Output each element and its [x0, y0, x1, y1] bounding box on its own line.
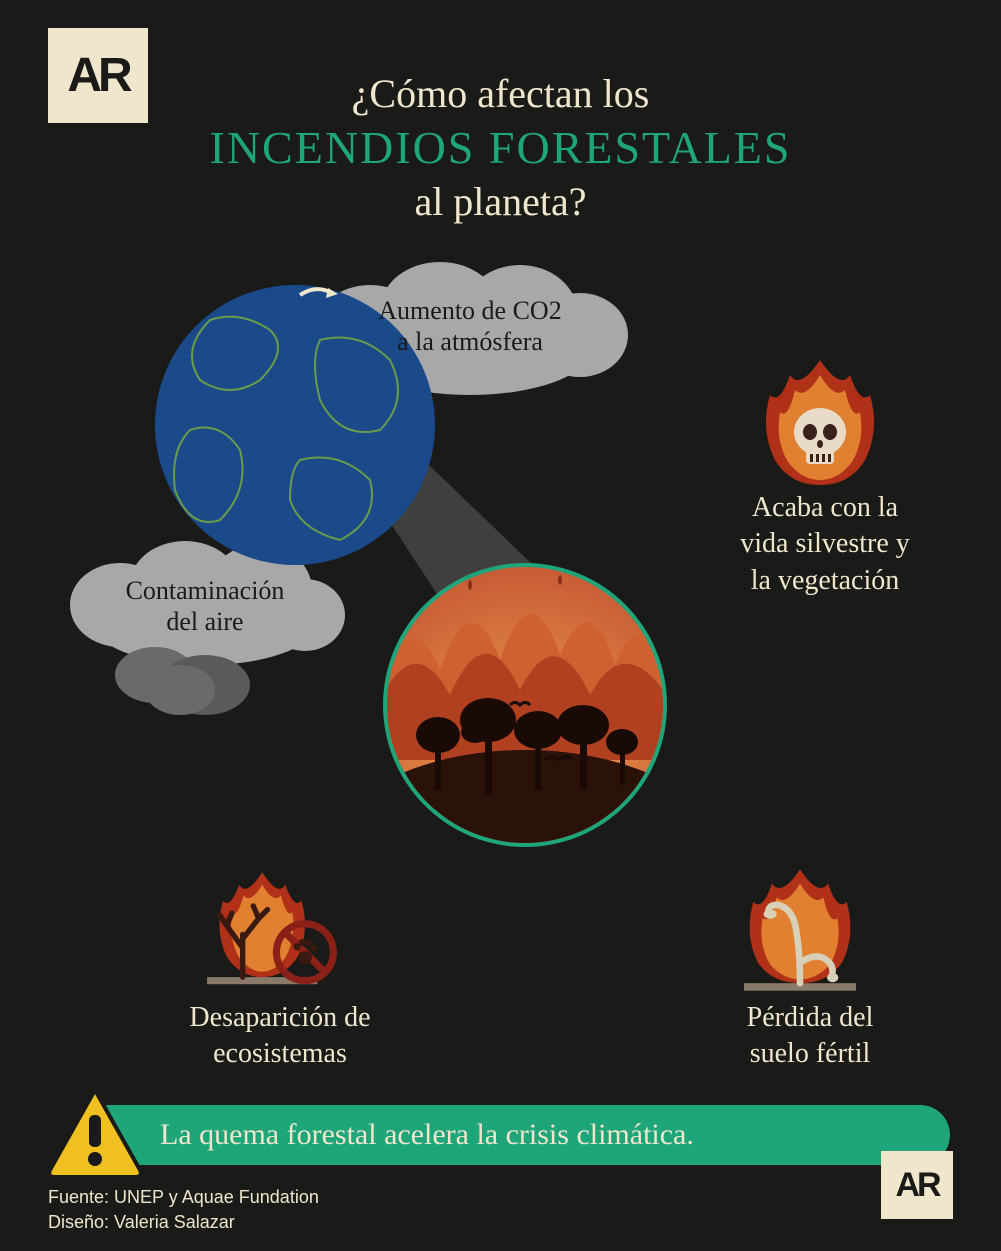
logo-top: AR	[48, 28, 148, 123]
credits-source: Fuente: UNEP y Aquae Fundation	[48, 1185, 319, 1210]
label-wildlife: Acaba con la vida silvestre y la vegetac…	[700, 490, 950, 599]
banner-text: La quema forestal acelera la crisis clim…	[160, 1118, 694, 1152]
cloud-co2: Aumento de CO2 a la atmósfera	[310, 260, 630, 400]
title-line-1: ¿Cómo afectan los	[151, 70, 851, 117]
credits: Fuente: UNEP y Aquae Fundation Diseño: V…	[48, 1185, 319, 1235]
title-line-3: al planeta?	[151, 178, 851, 225]
flame-skull-icon	[740, 350, 900, 490]
flame-soil-icon	[720, 860, 880, 1000]
logo-bottom: AR	[881, 1151, 953, 1219]
page-title: ¿Cómo afectan los INCENDIOS FORESTALES a…	[151, 70, 851, 225]
flame-ecosystem-icon	[200, 860, 360, 1000]
credits-design: Diseño: Valeria Salazar	[48, 1210, 319, 1235]
title-line-2: INCENDIOS FORESTALES	[151, 121, 851, 174]
cloud-co2-text: Aumento de CO2 a la atmósfera	[310, 295, 630, 357]
cloud-air: Contaminación del aire	[65, 540, 345, 700]
label-ecosystems: Desaparición de ecosistemas	[130, 1000, 430, 1073]
warning-banner: La quema forestal acelera la crisis clim…	[80, 1105, 950, 1165]
warning-icon	[45, 1085, 145, 1180]
cloud-air-text: Contaminación del aire	[65, 575, 345, 637]
fire-zoom-icon	[380, 560, 670, 850]
label-soil: Pérdida del suelo fértil	[700, 1000, 920, 1073]
